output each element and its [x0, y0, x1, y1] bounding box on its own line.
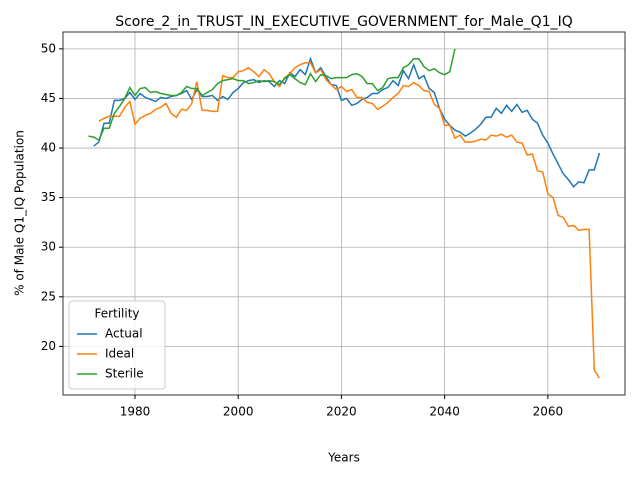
x-tick-label: 2020 — [326, 405, 357, 419]
data-line — [88, 48, 456, 142]
x-tick-label: 2000 — [223, 405, 254, 419]
plot-frame — [62, 31, 626, 396]
y-tick-label: 45 — [41, 91, 56, 105]
legend-box — [68, 300, 166, 390]
y-tick-label: 35 — [41, 190, 56, 204]
x-tick-label: 2060 — [533, 405, 564, 419]
legend-label: Sterile — [105, 367, 144, 381]
x-axis-label: Years — [327, 451, 360, 465]
legend-label: Actual — [105, 327, 143, 341]
y-tick-label: 40 — [41, 141, 56, 155]
x-tick-label: 1980 — [120, 405, 151, 419]
y-tick-label: 30 — [41, 240, 56, 254]
y-tick-label: 25 — [41, 289, 56, 303]
y-tick-label: 20 — [41, 339, 56, 353]
x-tick-label: 2040 — [429, 405, 460, 419]
legend-title: Fertility — [94, 307, 139, 321]
y-tick-label: 50 — [41, 41, 56, 55]
chart-title: Score_2_in_TRUST_IN_EXECUTIVE_GOVERNMENT… — [115, 14, 573, 30]
data-line — [98, 62, 601, 379]
legend: Fertility Actual Ideal Sterile — [68, 300, 166, 390]
legend-label: Ideal — [105, 347, 134, 361]
y-axis-label: % of Male Q1_IQ Population — [13, 130, 27, 296]
